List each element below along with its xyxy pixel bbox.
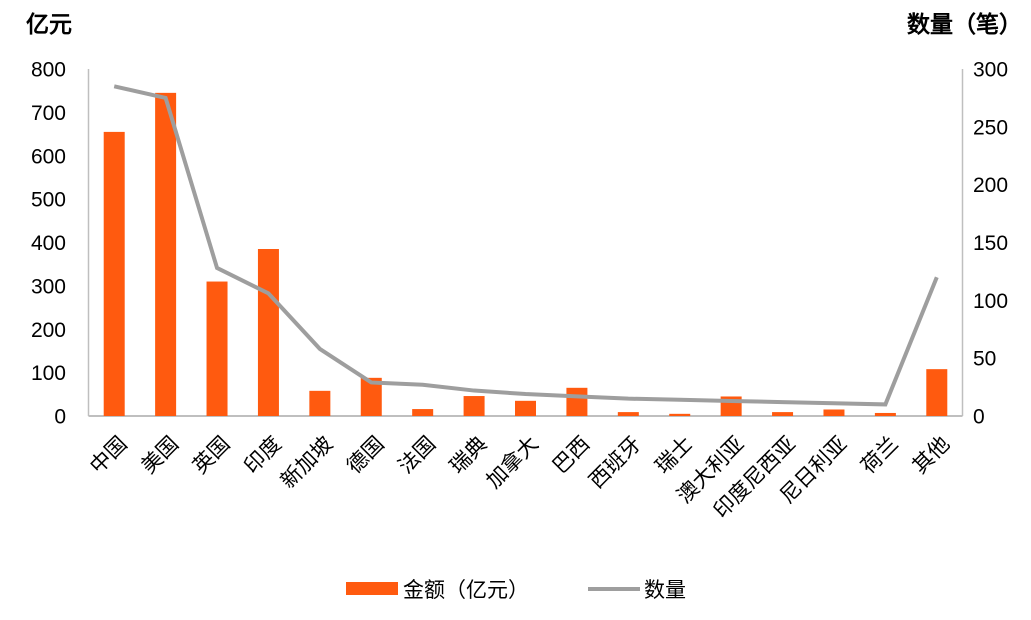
left-tick-label: 600 <box>31 145 66 168</box>
right-tick-label: 100 <box>973 290 1008 313</box>
x-axis-label: 巴西 <box>548 432 594 478</box>
legend-bar-swatch-icon <box>346 582 398 595</box>
left-tick-label: 200 <box>31 319 66 342</box>
x-axis-label: 瑞典 <box>446 432 492 478</box>
x-axis-label: 荷兰 <box>857 432 903 478</box>
legend-line-label: 数量 <box>644 579 686 602</box>
x-axis-label: 英国 <box>189 432 235 478</box>
bar <box>926 369 948 416</box>
bar <box>412 409 434 416</box>
left-tick-label: 800 <box>31 59 66 82</box>
bar <box>772 412 794 416</box>
bar <box>617 412 639 416</box>
legend: 金额（亿元） 数量 <box>346 579 686 602</box>
bar <box>155 92 177 416</box>
x-axis-label: 新加坡 <box>277 432 338 493</box>
right-tick-label: 300 <box>973 59 1008 82</box>
x-axis-label: 法国 <box>394 432 440 478</box>
bar <box>360 377 382 416</box>
bar <box>566 387 588 416</box>
legend-bar-label: 金额（亿元） <box>403 579 529 602</box>
quantity-line-series <box>113 84 939 407</box>
left-tick-label: 100 <box>31 362 66 385</box>
left-axis-title: 亿元 <box>26 11 72 37</box>
left-tick-label: 300 <box>31 275 66 298</box>
x-axis-label: 德国 <box>343 432 389 478</box>
right-tick-label: 150 <box>973 232 1008 255</box>
right-tick-label: 200 <box>973 174 1008 197</box>
left-tick-label: 0 <box>54 406 66 429</box>
right-tick-label: 50 <box>973 348 996 371</box>
bar <box>206 281 228 416</box>
bar <box>463 396 485 416</box>
left-tick-label: 400 <box>31 232 66 255</box>
right-axis-tick-labels: 300 250 200 150 100 50 0 <box>973 59 1008 429</box>
bar <box>257 249 279 416</box>
bar <box>309 390 331 416</box>
amount-bar-series <box>103 92 948 417</box>
x-axis-label: 西班牙 <box>585 432 646 493</box>
x-axis-label: 中国 <box>86 432 132 478</box>
bar <box>874 412 896 416</box>
right-axis-title: 数量（笔） <box>907 11 1022 37</box>
quantity-line <box>113 84 939 407</box>
x-axis-label: 瑞士 <box>651 432 697 478</box>
bar <box>669 413 691 416</box>
left-tick-label: 700 <box>31 102 66 125</box>
x-axis-label: 其他 <box>908 432 954 478</box>
left-axis-tick-labels: 800 700 600 500 400 300 200 100 0 <box>31 59 66 429</box>
left-tick-label: 500 <box>31 189 66 212</box>
x-axis-label: 印度 <box>240 432 286 478</box>
bar <box>103 131 125 417</box>
bar <box>823 409 845 416</box>
right-tick-label: 250 <box>973 116 1008 139</box>
right-tick-label: 0 <box>973 406 985 429</box>
bar <box>515 400 536 416</box>
x-axis-label: 美国 <box>137 432 183 478</box>
x-axis-label: 加拿大 <box>482 432 544 494</box>
